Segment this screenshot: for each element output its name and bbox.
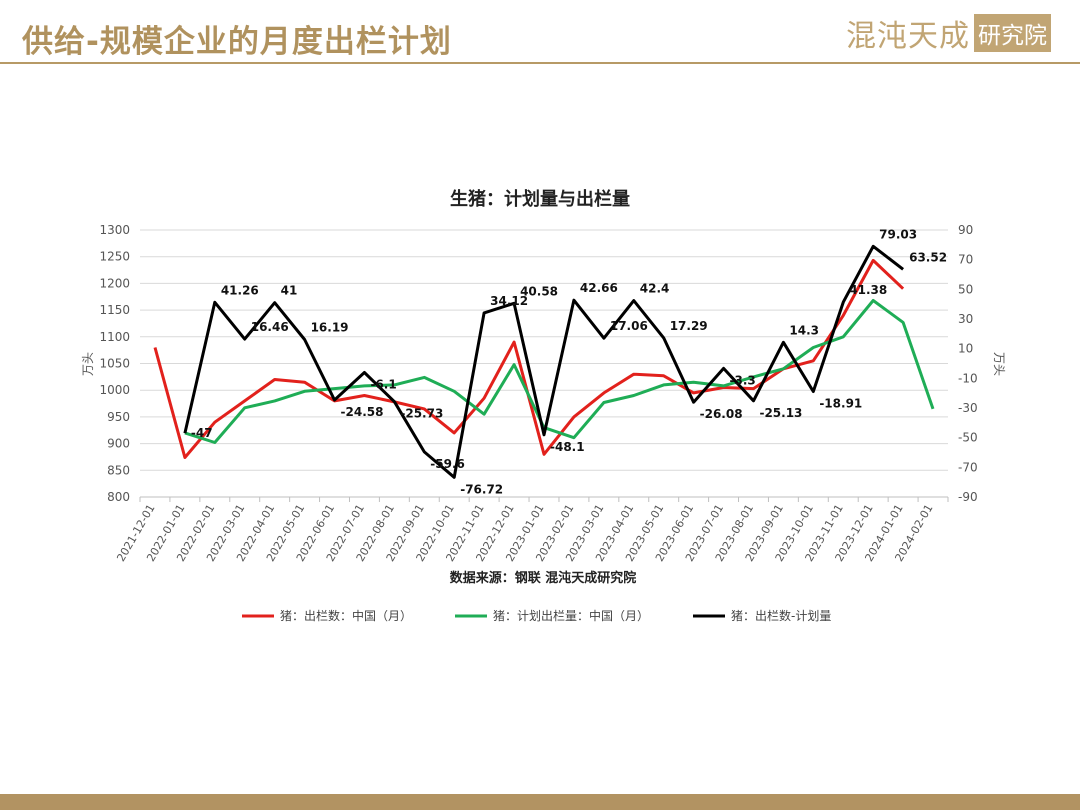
data-label: 14.3 <box>789 323 819 337</box>
y-tick-left: 1200 <box>99 276 130 290</box>
y-tick-left: 1300 <box>99 223 130 237</box>
data-label: 42.66 <box>580 281 618 295</box>
data-label: 40.58 <box>520 284 558 298</box>
data-label: -47 <box>191 426 213 440</box>
legend-label: 猪：计划出栏量：中国（月） <box>493 608 649 623</box>
data-label: 17.29 <box>670 319 708 333</box>
y-axis-label-left: 万头 <box>81 352 95 376</box>
legend-label: 猪：出栏数-计划量 <box>731 608 831 623</box>
y-axis-label-right: 万头 <box>992 352 1006 376</box>
data-label: 79.03 <box>879 227 917 241</box>
data-labels: -47 41.26 16.46 41 16.19 -24.58 -6.1 -25.73 -59.… <box>191 227 947 496</box>
data-label: -76.72 <box>460 482 503 496</box>
y-tick-left: 1250 <box>99 250 130 264</box>
data-label: 34.12 <box>490 294 528 308</box>
chart-source: 数据来源：钢联 混沌天成研究院 <box>450 570 637 586</box>
y-tick-left: 1050 <box>99 357 130 371</box>
y-tick-right: 90 <box>958 223 973 237</box>
data-label: -18.91 <box>819 397 862 411</box>
y-tick-right: -50 <box>958 431 978 445</box>
y-tick-right: -30 <box>958 401 978 415</box>
y-tick-right: 70 <box>958 253 973 267</box>
y-tick-left: 800 <box>107 490 130 504</box>
grid-lines <box>140 229 948 498</box>
data-label: -6.1 <box>370 378 396 392</box>
data-label: -48.1 <box>550 440 585 454</box>
line-chart: 生猪：计划量与出栏量 80085090095010001050110011501… <box>81 188 1006 623</box>
data-label: 41.26 <box>221 283 259 297</box>
data-label: 41.38 <box>849 283 887 297</box>
data-label: 41 <box>281 284 298 298</box>
slide-title: 供给-规模企业的月度出栏计划 <box>22 24 452 60</box>
y-tick-left: 900 <box>107 437 130 451</box>
y-tick-right: -10 <box>958 371 978 385</box>
series-line-2 <box>184 299 935 444</box>
y-tick-left: 1000 <box>99 383 130 397</box>
y-tick-right: 30 <box>958 312 973 326</box>
series-line-3 <box>183 244 905 479</box>
data-label: -26.08 <box>700 407 743 421</box>
data-label: -59.6 <box>430 457 465 471</box>
y-tick-left: 850 <box>107 463 130 477</box>
footer-bar <box>0 794 1080 810</box>
brand-logo: 混沌天成 研究院 <box>846 12 1058 54</box>
legend-label: 猪：出栏数：中国（月） <box>280 608 412 623</box>
y-tick-left: 1150 <box>99 303 130 317</box>
x-axis: 2021-12-012022-01-012022-02-012022-03-01… <box>114 496 949 564</box>
data-label: -25.13 <box>759 406 802 420</box>
data-label: 17.06 <box>610 319 648 333</box>
data-label: -3.3 <box>730 373 756 387</box>
data-label: -24.58 <box>341 405 384 419</box>
logo-text: 混沌天成 <box>846 19 970 54</box>
y-tick-right: -90 <box>958 490 978 504</box>
y-axis-right: -90 -70 -50 -30 -10 10 30 50 70 90 <box>958 223 978 504</box>
y-tick-right: -70 <box>958 460 978 474</box>
data-label: 42.4 <box>640 282 670 296</box>
y-axis-left: 800 850 900 950 1000 1050 1100 1150 1200 1250 1300 <box>99 223 130 504</box>
chart-legend: 猪：出栏数：中国（月） 猪：计划出栏量：中国（月） 猪：出栏数-计划量 <box>242 608 831 623</box>
y-tick-left: 950 <box>107 410 130 424</box>
data-label: 16.19 <box>311 320 349 334</box>
y-tick-right: 50 <box>958 282 973 296</box>
data-label: -25.73 <box>400 407 443 421</box>
y-tick-left: 1100 <box>99 330 130 344</box>
series-lines <box>153 244 935 479</box>
data-label: 16.46 <box>251 320 289 334</box>
chart-title: 生猪：计划量与出栏量 <box>450 188 630 210</box>
title-divider <box>0 62 1080 64</box>
y-tick-right: 10 <box>958 342 973 356</box>
data-label: 63.52 <box>909 250 947 264</box>
logo-box-text: 研究院 <box>974 14 1051 52</box>
